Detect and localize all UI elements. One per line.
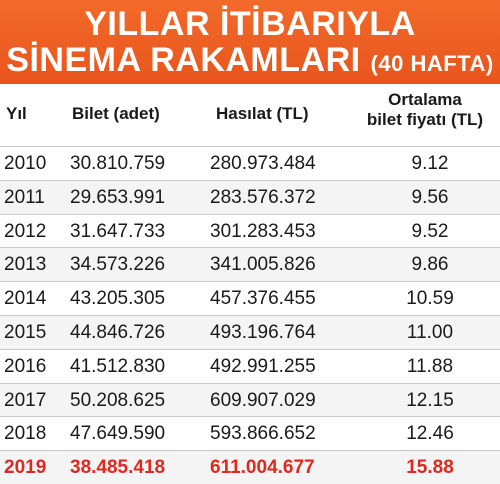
cell-hasilat: 341.005.826 <box>210 254 316 276</box>
cell-hasilat: 492.991.255 <box>210 355 316 377</box>
cell-yil: 2019 <box>4 457 47 479</box>
cell-hasilat: 280.973.484 <box>210 153 316 174</box>
cell-ortalama: 9.86 <box>411 254 449 276</box>
table-header: Yıl Bilet (adet) Hasılat (TL) Ortalama b… <box>0 84 500 146</box>
cell-yil: 2017 <box>4 389 47 411</box>
table-row: 2019 38.485.418 611.004.677 15.88 <box>0 450 500 484</box>
cell-bilet: 41.512.830 <box>70 355 166 377</box>
title-banner: YILLAR İTİBARIYLA SİNEMA RAKAMLARI (40 H… <box>0 0 500 84</box>
title-line-2: SİNEMA RAKAMLARI (40 HAFTA) <box>6 41 494 79</box>
table-row: 2012 31.647.733 301.283.453 9.52 <box>0 213 500 248</box>
cell-ortalama: 15.88 <box>406 457 454 479</box>
header-hasilat: Hasılat (TL) <box>216 104 309 123</box>
table-body: 2010 30.810.759 280.973.484 9.12 2011 29.653.… <box>0 146 500 484</box>
table-row: 2018 47.649.590 593.866.652 12.46 <box>0 416 500 451</box>
title-line-1: YILLAR İTİBARIYLA <box>84 5 416 43</box>
cell-bilet: 31.647.733 <box>70 220 166 242</box>
cell-yil: 2010 <box>4 153 47 174</box>
cell-hasilat: 283.576.372 <box>210 186 316 208</box>
cell-ortalama: 11.00 <box>406 321 454 343</box>
cell-ortalama: 12.15 <box>406 389 454 411</box>
table-row: 2013 34.573.226 341.005.826 9.86 <box>0 247 500 282</box>
table-row: 2011 29.653.991 283.576.372 9.56 <box>0 179 500 214</box>
cell-ortalama: 12.46 <box>406 423 454 445</box>
cell-yil: 2016 <box>4 355 47 377</box>
header-bilet: Bilet (adet) <box>72 104 160 123</box>
header-ortalama: Ortalama bilet fiyatı (TL) <box>352 90 498 130</box>
cell-bilet: 34.573.226 <box>70 254 166 276</box>
cell-bilet: 50.208.625 <box>70 389 166 411</box>
cell-ortalama: 9.52 <box>411 220 449 242</box>
header-yil: Yıl <box>6 104 27 123</box>
table-row: 2010 30.810.759 280.973.484 9.12 <box>0 146 500 180</box>
cell-hasilat: 611.004.677 <box>210 457 315 479</box>
cell-ortalama: 10.59 <box>406 288 454 310</box>
cell-bilet: 29.653.991 <box>70 186 166 208</box>
cell-ortalama: 9.56 <box>411 186 449 208</box>
table-row: 2016 41.512.830 492.991.255 11.88 <box>0 348 500 383</box>
cell-hasilat: 609.907.029 <box>210 389 316 411</box>
cell-yil: 2013 <box>4 254 47 276</box>
cell-bilet: 44.846.726 <box>70 321 166 343</box>
cell-hasilat: 457.376.455 <box>210 288 316 310</box>
subtitle: (40 HAFTA) <box>370 51 494 76</box>
cell-yil: 2014 <box>4 288 47 310</box>
cell-hasilat: 493.196.764 <box>210 321 316 343</box>
cell-bilet: 38.485.418 <box>70 457 166 479</box>
cell-ortalama: 11.88 <box>406 355 454 377</box>
cell-bilet: 47.649.590 <box>70 423 166 445</box>
table-row: 2015 44.846.726 493.196.764 11.00 <box>0 314 500 349</box>
header-ortalama-line1: Ortalama <box>388 90 462 109</box>
cell-ortalama: 9.12 <box>411 153 449 174</box>
cell-hasilat: 301.283.453 <box>210 220 316 242</box>
cell-yil: 2012 <box>4 220 47 242</box>
cell-bilet: 30.810.759 <box>70 153 166 174</box>
cell-yil: 2015 <box>4 321 47 343</box>
table-row: 2014 43.205.305 457.376.455 10.59 <box>0 281 500 315</box>
cell-yil: 2018 <box>4 423 47 445</box>
header-ortalama-line2: bilet fiyatı (TL) <box>366 110 484 129</box>
cell-hasilat: 593.866.652 <box>210 423 316 445</box>
table-row: 2017 50.208.625 609.907.029 12.15 <box>0 382 500 417</box>
cell-bilet: 43.205.305 <box>70 288 166 310</box>
cell-yil: 2011 <box>4 186 45 208</box>
